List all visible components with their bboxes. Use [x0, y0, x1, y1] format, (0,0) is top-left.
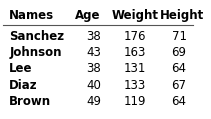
Text: Age: Age: [75, 9, 100, 22]
Text: Height: Height: [160, 9, 204, 22]
Text: Sanchez: Sanchez: [9, 30, 64, 43]
Text: Names: Names: [9, 9, 54, 22]
Text: 131: 131: [123, 62, 146, 75]
Text: 64: 64: [172, 62, 187, 75]
Text: Weight: Weight: [112, 9, 159, 22]
Text: 163: 163: [123, 46, 146, 59]
Text: Johnson: Johnson: [9, 46, 62, 59]
Text: 119: 119: [123, 95, 146, 108]
Text: Brown: Brown: [9, 95, 51, 108]
Text: 71: 71: [172, 30, 187, 43]
Text: Diaz: Diaz: [9, 79, 38, 92]
Text: 43: 43: [87, 46, 101, 59]
Text: Lee: Lee: [9, 62, 33, 75]
Text: 67: 67: [172, 79, 187, 92]
Text: 49: 49: [87, 95, 101, 108]
Text: 64: 64: [172, 95, 187, 108]
Text: 176: 176: [123, 30, 146, 43]
Text: 69: 69: [172, 46, 187, 59]
Text: 38: 38: [87, 62, 101, 75]
Text: 38: 38: [87, 30, 101, 43]
Text: 133: 133: [123, 79, 146, 92]
Text: 40: 40: [87, 79, 101, 92]
